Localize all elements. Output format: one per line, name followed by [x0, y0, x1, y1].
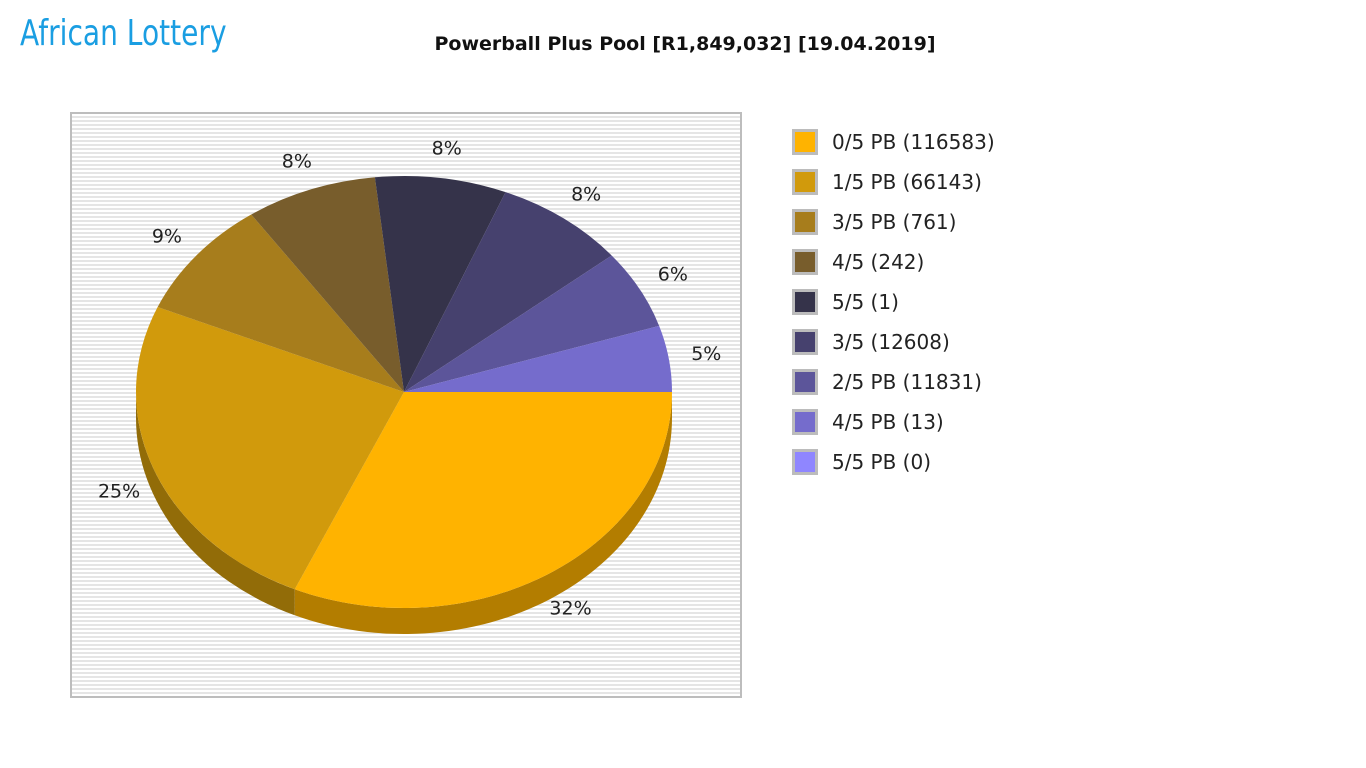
pie-slice-0[interactable]	[294, 392, 672, 608]
pie-slice-label-1: 25%	[98, 481, 140, 503]
pie-slice-label-3: 8%	[282, 151, 312, 173]
pie-slice-5[interactable]	[404, 192, 612, 392]
legend-item-0: 0/5 PB (116583)	[792, 122, 995, 162]
pie-slice-6[interactable]	[404, 255, 660, 392]
legend-label-7: 4/5 PB (13)	[832, 410, 944, 434]
chart-title: Powerball Plus Pool [R1,849,032] [19.04.…	[434, 33, 936, 55]
legend-label-4: 5/5 (1)	[832, 290, 899, 314]
pie-slice-label-0: 32%	[549, 597, 591, 619]
legend-item-2: 3/5 PB (761)	[792, 202, 995, 242]
legend-swatch-3	[792, 249, 818, 275]
legend-swatch-7	[792, 409, 818, 435]
legend-swatch-8	[792, 449, 818, 475]
pie-slice-side-0	[294, 392, 672, 634]
african-lottery-logo[interactable]: African Lottery	[20, 13, 227, 54]
pie-slice-4[interactable]	[374, 176, 506, 392]
legend-item-3: 4/5 (242)	[792, 242, 995, 282]
legend-label-6: 2/5 PB (11831)	[832, 370, 982, 394]
legend-item-5: 3/5 (12608)	[792, 322, 995, 362]
legend-label-8: 5/5 PB (0)	[832, 450, 932, 474]
legend-label-3: 4/5 (242)	[832, 250, 925, 274]
legend-swatch-6	[792, 369, 818, 395]
pie-slice-2[interactable]	[157, 214, 404, 392]
legend-item-1: 1/5 PB (66143)	[792, 162, 995, 202]
legend-item-7: 4/5 PB (13)	[792, 402, 995, 442]
legend-label-5: 3/5 (12608)	[832, 330, 950, 354]
legend-label-2: 3/5 PB (761)	[832, 210, 957, 234]
legend-swatch-5	[792, 329, 818, 355]
pie-slice-1[interactable]	[135, 307, 404, 590]
pie-slice-label-4: 8%	[432, 137, 462, 159]
legend-item-6: 2/5 PB (11831)	[792, 362, 995, 402]
pie-slice-label-7: 5%	[691, 343, 721, 365]
pie-slice-label-6: 6%	[658, 264, 688, 286]
legend-label-0: 0/5 PB (116583)	[832, 130, 995, 154]
chart-legend: 0/5 PB (116583) 1/5 PB (66143) 3/5 PB (761…	[792, 122, 995, 482]
legend-swatch-0	[792, 129, 818, 155]
pie-slice-3[interactable]	[251, 177, 404, 392]
legend-label-1: 1/5 PB (66143)	[832, 170, 982, 194]
legend-item-8: 5/5 PB (0)	[792, 442, 995, 482]
legend-swatch-2	[792, 209, 818, 235]
legend-swatch-1	[792, 169, 818, 195]
pie-slice-label-2: 9%	[152, 225, 182, 247]
pie-slice-7[interactable]	[404, 325, 672, 392]
pie-slice-side-1	[136, 392, 295, 616]
pie-slice-label-5: 8%	[571, 183, 601, 205]
legend-item-4: 5/5 (1)	[792, 282, 995, 322]
legend-swatch-4	[792, 289, 818, 315]
